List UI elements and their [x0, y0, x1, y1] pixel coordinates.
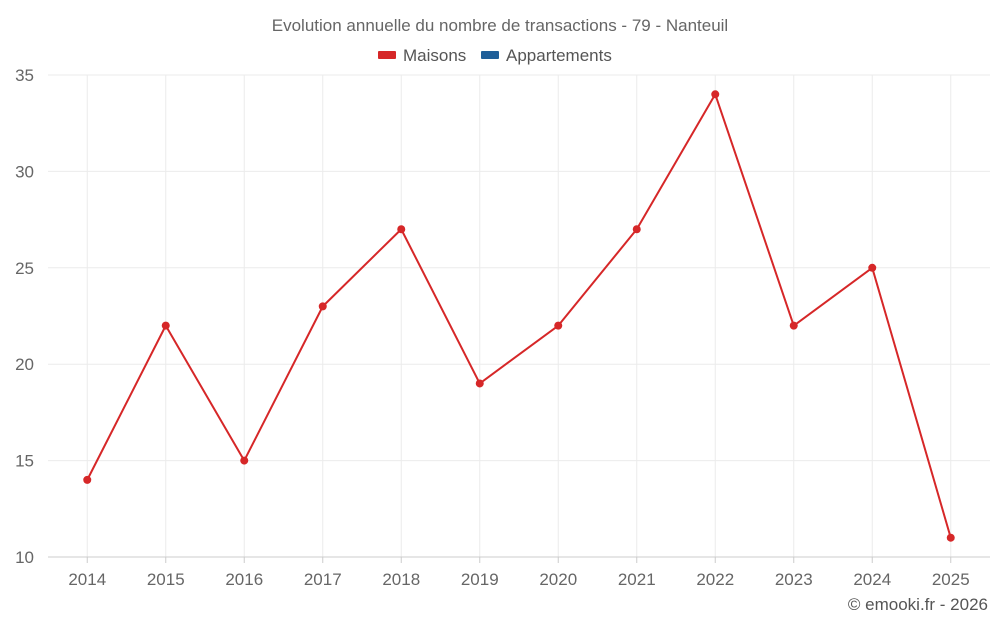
- y-tick-label: 30: [15, 162, 34, 181]
- legend-swatch-maisons: [378, 51, 396, 59]
- y-tick-label: 10: [15, 548, 34, 567]
- x-tick-label: 2014: [68, 570, 106, 589]
- legend-item-appartements[interactable]: Appartements: [481, 46, 612, 65]
- data-point[interactable]: [711, 90, 720, 99]
- data-point[interactable]: [632, 225, 641, 234]
- x-tick-label: 2025: [932, 570, 970, 589]
- series-line-maisons: [86, 93, 952, 538]
- x-tick-label: 2018: [382, 570, 420, 589]
- data-point[interactable]: [475, 379, 484, 388]
- legend-label-maisons: Maisons: [403, 46, 466, 65]
- x-tick-label: 2023: [775, 570, 813, 589]
- data-point[interactable]: [946, 533, 955, 542]
- x-tick-label: 2015: [147, 570, 185, 589]
- legend-swatch-appartements: [481, 51, 499, 59]
- data-point[interactable]: [554, 321, 563, 330]
- credit-text: © emooki.fr - 2026: [848, 595, 988, 614]
- legend-item-maisons[interactable]: Maisons: [378, 46, 466, 65]
- legend: Maisons Appartements: [378, 46, 612, 65]
- x-tick-label: 2020: [539, 570, 577, 589]
- y-tick-label: 15: [15, 452, 34, 471]
- data-point[interactable]: [789, 321, 798, 330]
- data-point[interactable]: [83, 475, 92, 484]
- data-point[interactable]: [240, 456, 249, 465]
- y-tick-label: 20: [15, 355, 34, 374]
- series-maisons: [83, 90, 955, 542]
- x-tick-label: 2017: [304, 570, 342, 589]
- y-tick-label: 35: [15, 66, 34, 85]
- legend-label-appartements: Appartements: [506, 46, 612, 65]
- data-point[interactable]: [161, 321, 170, 330]
- grid: [48, 74, 990, 557]
- data-point[interactable]: [397, 225, 406, 234]
- x-tick-label: 2016: [225, 570, 263, 589]
- x-tick-label: 2019: [461, 570, 499, 589]
- data-point[interactable]: [318, 302, 327, 311]
- x-tick-label: 2021: [618, 570, 656, 589]
- data-point[interactable]: [868, 263, 877, 272]
- y-tick-label: 25: [15, 259, 34, 278]
- x-tick-label: 2024: [853, 570, 891, 589]
- x-tick-label: 2022: [696, 570, 734, 589]
- chart-title: Evolution annuelle du nombre de transact…: [272, 16, 728, 35]
